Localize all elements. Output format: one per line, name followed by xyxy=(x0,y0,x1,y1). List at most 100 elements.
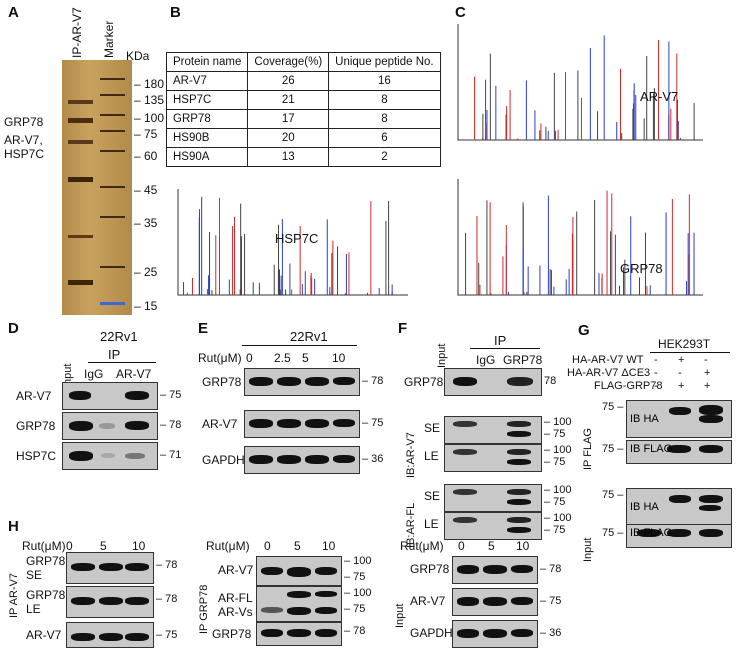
d-igg: IgG xyxy=(84,367,104,381)
hsp7c-label: HSP7C xyxy=(4,147,45,161)
h3-mw-0: – 78 xyxy=(540,563,562,575)
f-blot-0 xyxy=(444,416,542,444)
f-row-grp78: GRP78 xyxy=(404,375,444,389)
h1-mw-1: – 78 xyxy=(156,593,178,605)
table-header: Coverage(%) xyxy=(247,52,330,72)
table-cell: 13 xyxy=(247,147,330,167)
g-sign: - xyxy=(678,367,682,379)
f-lbl-0: SE xyxy=(424,421,441,435)
h2-mw-1: – 75 xyxy=(344,571,366,583)
band xyxy=(277,377,301,386)
d-arv7: AR-V7 xyxy=(116,367,152,381)
h2-mw-0: – 100 xyxy=(344,555,372,567)
band xyxy=(507,449,531,455)
e-blot-1 xyxy=(244,410,360,438)
band xyxy=(287,629,311,637)
h1-mw-0: – 78 xyxy=(156,559,178,571)
h1-row-0: GRP78 SE xyxy=(26,554,66,582)
e-row-1: AR-V7 xyxy=(202,417,238,431)
h-dose: 5 xyxy=(100,539,107,553)
band xyxy=(99,423,115,429)
marker-60: – 60 xyxy=(134,149,158,163)
h1-row-1: GRP78 LE xyxy=(26,588,66,616)
panel-label-c: C xyxy=(455,4,466,21)
band xyxy=(99,633,123,641)
band xyxy=(287,607,311,615)
band xyxy=(71,633,95,641)
h2-blot-2 xyxy=(256,622,342,646)
band xyxy=(305,377,329,386)
band xyxy=(669,407,691,415)
f-lbl-2: SE xyxy=(424,489,441,503)
band xyxy=(101,453,115,458)
h-ip1: IP AR-V7 xyxy=(8,572,20,618)
f-grp78: GRP78 xyxy=(503,353,543,367)
h-dose: 10 xyxy=(132,539,146,553)
band xyxy=(249,419,273,428)
h1-blot-1 xyxy=(66,586,154,618)
h-inp: Input xyxy=(394,603,406,628)
band xyxy=(483,597,507,606)
g-sign: + xyxy=(704,367,711,379)
table-header: Unique peptide No. xyxy=(328,52,441,72)
band xyxy=(453,517,477,523)
band xyxy=(277,419,301,428)
band xyxy=(261,567,283,575)
h-rut1: Rut(μM) xyxy=(22,539,66,553)
d-row-1: GRP78 xyxy=(16,419,56,433)
table-cell: HSP7C xyxy=(165,90,249,110)
g-blot-2 xyxy=(626,488,732,526)
panel-label-g: G xyxy=(578,322,590,339)
panel-label-a: A xyxy=(8,4,19,21)
h3-row-1: AR-V7 xyxy=(410,594,446,608)
arv7-spectrum-label: AR-V7 xyxy=(640,89,679,104)
hsp7c-spectrum-label: HSP7C xyxy=(275,231,319,246)
d-row-2: HSP7C xyxy=(16,449,57,463)
d-mw-0: – 75 xyxy=(160,389,182,401)
band xyxy=(261,629,283,637)
h3-blot-1 xyxy=(452,588,538,616)
d-row-0: AR-V7 xyxy=(16,389,52,403)
band xyxy=(507,459,531,465)
table-cell: 8 xyxy=(328,90,441,110)
h-ip2: IP GRP78 xyxy=(198,584,210,634)
band xyxy=(249,455,273,464)
e-mw-0: – 78 xyxy=(362,375,384,387)
f-blot-grp78 xyxy=(444,368,542,396)
h2-blot-1 xyxy=(256,586,342,622)
band xyxy=(71,563,95,571)
band xyxy=(305,455,329,464)
h2-row-1: AR-FL xyxy=(218,591,253,605)
marker-75: – 75 xyxy=(134,127,158,141)
d-mw-1: – 78 xyxy=(160,419,182,431)
h-dose: 10 xyxy=(322,539,336,553)
table-cell: 21 xyxy=(247,90,330,110)
h1-blot-2 xyxy=(66,622,154,648)
h1-row-2: AR-V7 xyxy=(26,628,62,642)
lane-label-ip: IP-AR-V7 xyxy=(70,7,84,58)
band xyxy=(69,421,93,431)
band xyxy=(125,633,149,641)
table-row: AR-V7 26 16 xyxy=(165,71,441,91)
table-row: HS90A 13 2 xyxy=(165,147,441,167)
e-dose-1: 2.5 xyxy=(274,351,291,365)
f-lbl-1: LE xyxy=(424,449,439,463)
band xyxy=(511,629,533,637)
g-sign: + xyxy=(704,380,711,392)
h3-row-0: GRP78 xyxy=(410,562,450,576)
h-rut3: Rut(μM) xyxy=(400,539,444,553)
band xyxy=(453,489,477,495)
band xyxy=(249,377,273,386)
g-l2: HA-AR-V7 ΔCE3 xyxy=(567,367,651,379)
band xyxy=(125,391,149,400)
h2-row-0: AR-V7 xyxy=(218,563,254,577)
table-cell: HS90B xyxy=(165,128,249,148)
h1-blot-0 xyxy=(66,552,154,584)
band xyxy=(69,391,91,400)
f-lbl-3: LE xyxy=(424,517,439,531)
band xyxy=(125,563,149,571)
table-cell: 6 xyxy=(328,128,441,148)
grp78-label: GRP78 xyxy=(4,115,44,129)
f-blot-2 xyxy=(444,484,542,512)
